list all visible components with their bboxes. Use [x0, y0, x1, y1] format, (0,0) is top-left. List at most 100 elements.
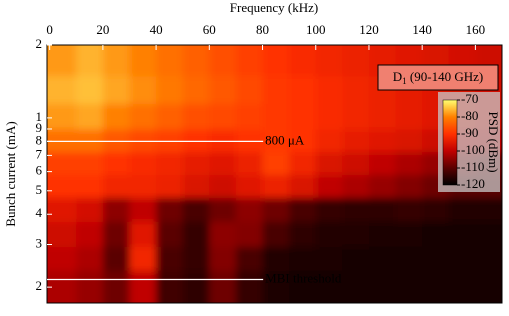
heat-cell	[289, 152, 317, 176]
heat-cell	[475, 197, 502, 223]
colorbar-label: PSD (dBm)	[486, 111, 501, 172]
heat-cell	[76, 104, 104, 131]
heat-cell	[342, 247, 370, 272]
heat-cell	[422, 270, 450, 303]
colorbar-tick-label: -70	[461, 91, 478, 106]
x-axis-label: Frequency (kHz)	[230, 0, 318, 15]
heat-cell	[235, 45, 264, 77]
heat-cell	[209, 247, 237, 272]
heat-cell	[342, 270, 370, 303]
heat-cell	[209, 104, 237, 131]
heat-cell	[475, 221, 502, 248]
heat-cell	[102, 45, 130, 77]
y-tick-label: 5	[36, 182, 43, 197]
heat-cell	[315, 45, 343, 77]
heat-cell	[315, 270, 343, 303]
heat-cell	[182, 152, 210, 176]
heat-cell	[235, 247, 264, 272]
heat-cell	[182, 270, 210, 303]
heat-cell	[209, 76, 237, 105]
heat-cell	[76, 270, 104, 303]
heat-cell	[182, 247, 210, 272]
heat-cell	[235, 76, 264, 105]
heat-cell	[47, 152, 77, 176]
colorbar-tick-label: -80	[461, 108, 478, 123]
heat-cell	[156, 174, 184, 199]
heat-cell	[102, 104, 130, 131]
heat-cell	[342, 152, 370, 176]
heat-cell	[289, 45, 317, 77]
colorbar-tick-label: -110	[461, 159, 484, 174]
x-tick-label: 160	[466, 22, 486, 37]
y-tick-label: 8	[36, 132, 43, 147]
colorbar	[442, 99, 458, 186]
heat-cell	[368, 247, 397, 272]
x-tick-label: 40	[150, 22, 163, 37]
heat-cell	[368, 270, 397, 303]
heat-cell	[102, 247, 130, 272]
heat-cell	[289, 129, 317, 153]
y-tick-label: 4	[36, 205, 43, 220]
x-tick-label: 0	[46, 22, 53, 37]
heat-cell	[262, 197, 290, 223]
heat-cell	[76, 45, 104, 77]
heat-cell	[47, 76, 77, 105]
y-tick-label: 1	[36, 109, 43, 124]
heat-cell	[235, 104, 264, 131]
heat-cell	[47, 247, 77, 272]
heat-cell	[289, 197, 317, 223]
heat-cell	[422, 247, 450, 272]
plot-frame	[46, 44, 503, 304]
heat-cell	[342, 104, 370, 131]
heat-cell	[156, 76, 184, 105]
heat-cell	[315, 152, 343, 176]
heat-cell	[235, 270, 264, 303]
heat-cell	[395, 247, 423, 272]
heat-cell	[368, 104, 397, 131]
legend-rest: (90-140 GHz)	[407, 69, 484, 84]
heat-cell	[129, 174, 157, 199]
heat-cell	[262, 129, 290, 153]
heat-cell	[262, 174, 290, 199]
heat-cell	[475, 270, 502, 303]
heat-cell	[289, 270, 317, 303]
x-tick-label: 60	[203, 22, 216, 37]
heat-cell	[448, 197, 476, 223]
heat-cell	[475, 247, 502, 272]
heat-cell	[209, 221, 237, 248]
heat-cell	[235, 197, 264, 223]
heat-cell	[76, 152, 104, 176]
colorbar-tick-label: -120	[461, 176, 485, 191]
heat-cell	[262, 270, 290, 303]
heat-cell	[342, 129, 370, 153]
heat-cell	[289, 104, 317, 131]
heat-cell	[129, 270, 157, 303]
legend-box	[377, 64, 499, 91]
colorbar-tick-label: -90	[461, 125, 478, 140]
heat-cell	[448, 270, 476, 303]
heat-cell	[395, 104, 423, 131]
heat-cell	[368, 152, 397, 176]
heat-cell	[262, 76, 290, 105]
heat-cell	[448, 247, 476, 272]
heat-cell	[102, 152, 130, 176]
heat-cell	[209, 197, 237, 223]
heat-cell	[182, 221, 210, 248]
x-tick-label: 20	[96, 22, 109, 37]
heat-cell	[47, 45, 77, 77]
heat-cell	[76, 76, 104, 105]
annotation: 800 μA	[265, 132, 305, 147]
heat-cell	[129, 221, 157, 248]
heat-cell	[182, 197, 210, 223]
heat-cell	[342, 76, 370, 105]
y-tick-label: 2	[36, 278, 43, 293]
heat-cell	[182, 45, 210, 77]
heat-cell	[156, 152, 184, 176]
heat-cell	[342, 45, 370, 77]
heat-cell	[315, 129, 343, 153]
heat-cell	[289, 174, 317, 199]
heat-cell	[289, 221, 317, 248]
heat-cell	[76, 221, 104, 248]
legend-label: D1 (90-140 GHz)	[393, 69, 483, 86]
heat-cell	[262, 45, 290, 77]
